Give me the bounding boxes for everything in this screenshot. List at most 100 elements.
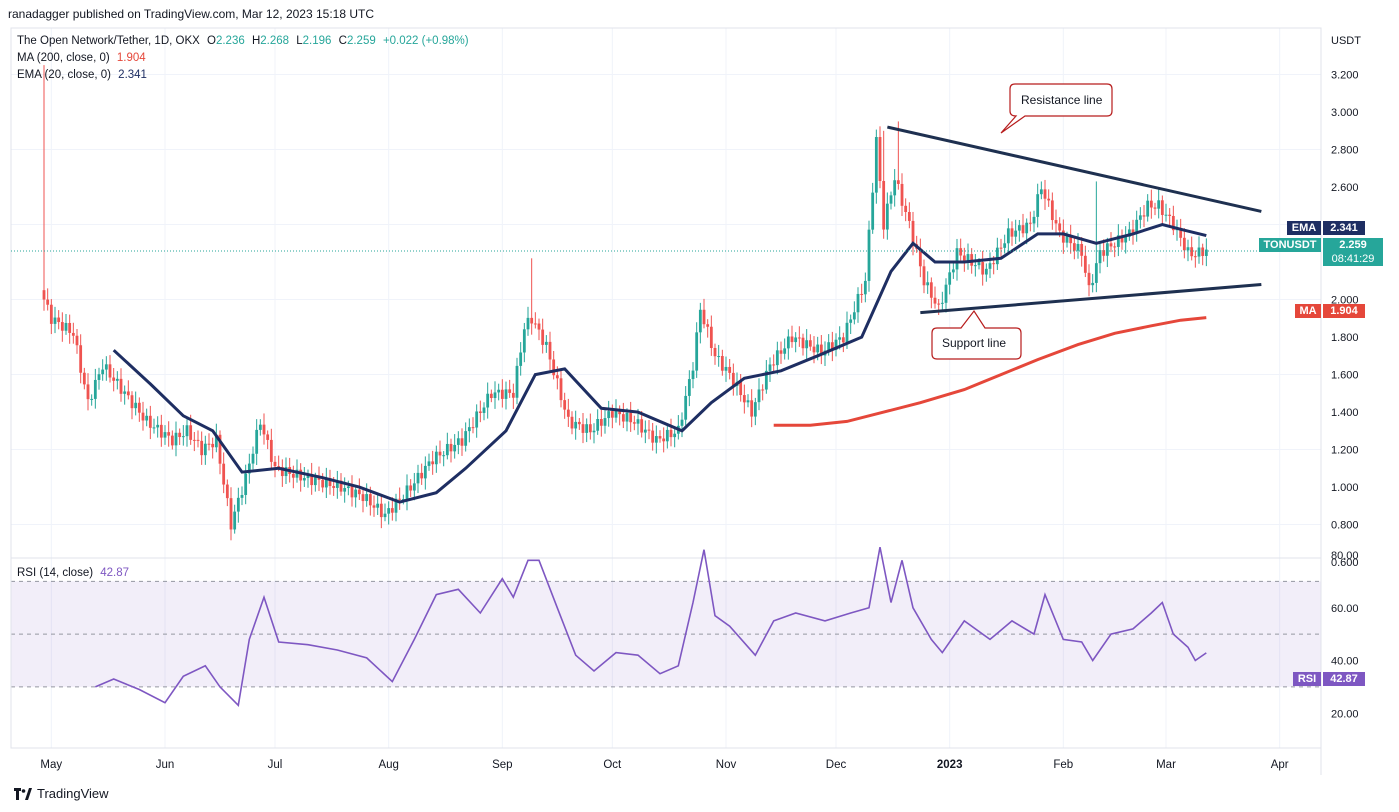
open-value: 2.236 (215, 35, 245, 47)
candle (962, 247, 966, 272)
candle (530, 258, 534, 335)
candle (808, 334, 812, 351)
candle (757, 378, 761, 411)
candle (654, 425, 658, 454)
candle (665, 425, 669, 449)
support-label: Support line (942, 336, 1006, 350)
candle (387, 501, 391, 525)
resistance-callout[interactable]: Resistance line (1000, 83, 1113, 134)
resistance-trendline[interactable] (887, 125, 1262, 213)
legend-ema: EMA (20, close, 0) 2.341 (17, 69, 147, 81)
price-tick-label: 3.200 (1331, 70, 1359, 82)
candle (786, 329, 790, 360)
candle (599, 409, 603, 437)
candle (940, 291, 944, 311)
candle (1014, 219, 1018, 244)
candle (922, 259, 926, 294)
candle (258, 419, 262, 436)
candle (75, 329, 79, 354)
candle (706, 319, 710, 338)
candle (1105, 237, 1109, 268)
price-tick-label: 3.000 (1331, 107, 1359, 119)
candle (170, 430, 174, 450)
candle (115, 371, 119, 390)
candle (585, 418, 589, 443)
candle (684, 386, 688, 426)
candle (673, 428, 677, 448)
price-badge-label: TONUSDT (1259, 238, 1321, 252)
candle (251, 446, 255, 470)
candle (874, 129, 878, 204)
candle (533, 312, 537, 329)
candle (819, 335, 823, 365)
candle (999, 238, 1003, 260)
candle (86, 373, 90, 411)
candle (145, 408, 149, 427)
candle (141, 401, 145, 431)
candle (401, 494, 405, 505)
candle (464, 422, 468, 452)
candle (196, 430, 200, 448)
candle (695, 322, 699, 378)
price-tick-label: 2.800 (1331, 145, 1359, 157)
candle (526, 306, 530, 336)
candle (548, 331, 552, 371)
rsi-line (94, 546, 1207, 707)
candle (361, 488, 365, 513)
candle (108, 355, 112, 383)
candle (713, 343, 717, 365)
price-tick-label: 0.800 (1331, 520, 1359, 532)
support-callout[interactable]: Support line (931, 309, 1022, 360)
candle (577, 418, 581, 430)
candle (130, 391, 134, 420)
candle (1190, 236, 1194, 261)
candle (632, 415, 636, 431)
candle (900, 173, 904, 217)
candle (266, 430, 270, 450)
candle (966, 243, 970, 270)
candle (123, 385, 127, 405)
candle (871, 182, 875, 234)
candle (101, 359, 105, 381)
ma-200-line (773, 316, 1207, 427)
candle (416, 464, 420, 494)
candle (790, 325, 794, 348)
candle (1164, 203, 1168, 222)
candle (71, 322, 75, 344)
candle (856, 287, 860, 323)
candle (1083, 245, 1087, 278)
candle (544, 335, 548, 353)
candle (1047, 189, 1051, 207)
candle (1061, 219, 1065, 254)
candle (343, 477, 347, 503)
candle (475, 404, 479, 438)
low-value: 2.196 (302, 35, 332, 47)
candle (478, 400, 482, 423)
candle (482, 402, 486, 421)
footer-brand[interactable]: TradingView (14, 786, 109, 801)
candle (291, 465, 295, 489)
candle (519, 342, 523, 376)
candle (1003, 234, 1007, 254)
candle (849, 314, 853, 335)
support-trendline[interactable] (920, 283, 1262, 315)
candle (860, 283, 864, 303)
candle (1036, 183, 1040, 228)
candle (471, 417, 475, 434)
candle (148, 405, 152, 440)
ma-label: MA (200, close, 0) (17, 52, 110, 64)
price-tick-label: 2.600 (1331, 182, 1359, 194)
candle (79, 334, 83, 384)
rsi-tick-label: 20.00 (1331, 708, 1359, 720)
candle (878, 126, 882, 189)
candle (225, 479, 229, 507)
candle (511, 383, 515, 409)
candle (453, 434, 457, 459)
candle (926, 271, 930, 294)
candle (299, 463, 303, 492)
candle (852, 301, 856, 325)
rsi-tick-label: 40.00 (1331, 656, 1359, 668)
pane-frames (10, 27, 1322, 775)
candle (1204, 238, 1208, 267)
